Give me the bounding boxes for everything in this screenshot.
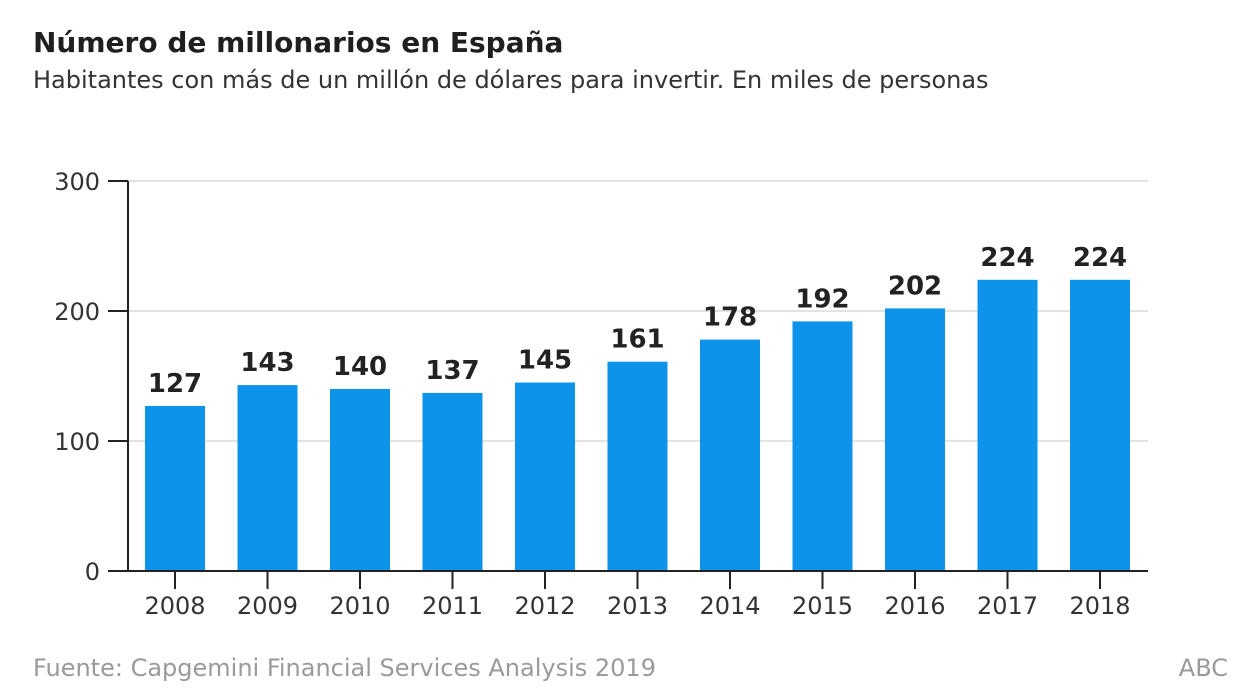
y-tick-label: 100 (54, 428, 100, 456)
bar (422, 392, 483, 571)
data-label: 161 (610, 325, 664, 355)
chart-subtitle: Habitantes con más de un millón de dólar… (33, 66, 989, 94)
x-tick-label: 2012 (514, 592, 575, 620)
data-label: 145 (518, 346, 572, 376)
bar (1070, 279, 1130, 571)
x-tick-label: 2011 (422, 592, 483, 620)
x-tick-label: 2015 (792, 592, 853, 620)
x-tick-label: 2014 (699, 592, 760, 620)
source-note: Fuente: Capgemini Financial Services Ana… (33, 654, 656, 682)
bar (237, 385, 298, 571)
x-tick-label: 2010 (329, 592, 390, 620)
data-label: 143 (240, 348, 294, 378)
x-tick-label: 2013 (607, 592, 668, 620)
bar (145, 405, 205, 571)
y-tick-label: 0 (85, 558, 100, 586)
data-label: 192 (795, 284, 849, 314)
data-label: 140 (333, 352, 387, 382)
y-tick-label: 200 (54, 298, 100, 326)
data-label: 224 (1073, 243, 1127, 273)
bars (145, 279, 1130, 571)
bar (977, 279, 1038, 571)
bar (792, 321, 853, 571)
data-label: 224 (980, 243, 1034, 273)
data-label: 202 (888, 271, 942, 301)
x-tick-label: 2016 (884, 592, 945, 620)
bar (330, 389, 390, 571)
bar (515, 382, 575, 571)
axes: 0 100 200 300 2008 2009 2010 2011 2012 2013 2014 20… (54, 168, 1148, 620)
chart-title: Número de millonarios en España (33, 26, 564, 59)
data-label: 127 (148, 369, 202, 399)
y-tick-label: 300 (54, 168, 100, 196)
bar (607, 361, 668, 571)
x-tick-label: 2008 (144, 592, 205, 620)
data-label: 137 (425, 356, 479, 386)
data-labels: 127 143 140 137 145 161 178 192 202 224 224 (148, 243, 1127, 399)
bar (700, 339, 760, 571)
x-tick-label: 2018 (1069, 592, 1130, 620)
bar (885, 308, 945, 571)
data-label: 178 (703, 303, 757, 333)
brand-label: ABC (1178, 654, 1228, 682)
x-tick-label: 2017 (977, 592, 1038, 620)
x-tick-label: 2009 (237, 592, 298, 620)
